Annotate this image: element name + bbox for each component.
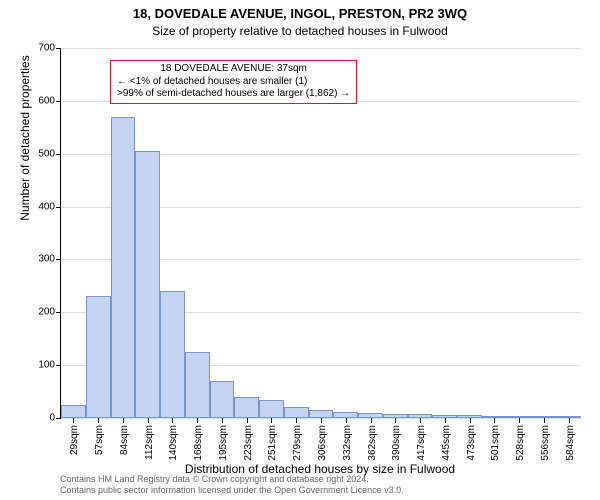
x-tick-label: 251sqm xyxy=(267,425,278,461)
x-tick-mark xyxy=(172,418,173,423)
y-tick-mark xyxy=(56,418,61,419)
x-tick-mark xyxy=(494,418,495,423)
y-tick-label: 700 xyxy=(19,43,55,54)
x-tick-mark xyxy=(544,418,545,423)
y-tick-label: 500 xyxy=(19,148,55,159)
x-tick-mark xyxy=(123,418,124,423)
annotation-line: ← <1% of detached houses are smaller (1) xyxy=(117,76,350,89)
footer-line: Contains public sector information licen… xyxy=(60,485,404,496)
x-tick-label: 528sqm xyxy=(515,425,526,461)
x-tick-label: 112sqm xyxy=(144,425,155,460)
x-tick-label: 279sqm xyxy=(292,425,303,461)
plot-area: 010020030040050060070029sqm57sqm84sqm112… xyxy=(60,48,581,419)
x-tick-label: 332sqm xyxy=(342,425,353,461)
x-tick-label: 501sqm xyxy=(490,425,501,461)
x-tick-label: 584sqm xyxy=(565,425,576,461)
histogram-bar xyxy=(234,397,259,418)
histogram-bar xyxy=(160,291,185,418)
x-tick-mark xyxy=(470,418,471,423)
x-tick-label: 168sqm xyxy=(193,425,204,461)
x-tick-mark xyxy=(420,418,421,423)
x-tick-mark xyxy=(271,418,272,423)
x-tick-mark xyxy=(98,418,99,423)
x-tick-mark xyxy=(346,418,347,423)
x-tick-mark xyxy=(445,418,446,423)
histogram-bar xyxy=(185,352,210,418)
y-tick-label: 300 xyxy=(19,254,55,265)
x-tick-mark xyxy=(569,418,570,423)
x-tick-label: 57sqm xyxy=(94,425,105,455)
x-tick-label: 445sqm xyxy=(441,425,452,461)
x-tick-label: 29sqm xyxy=(69,425,80,455)
x-tick-label: 140sqm xyxy=(168,425,179,461)
histogram-bar xyxy=(86,296,111,418)
footer-line: Contains HM Land Registry data © Crown c… xyxy=(60,474,404,485)
histogram-bar xyxy=(309,410,334,418)
y-tick-mark xyxy=(56,259,61,260)
x-tick-label: 84sqm xyxy=(119,425,130,455)
histogram-bar xyxy=(61,405,86,418)
x-tick-mark xyxy=(321,418,322,423)
x-tick-mark xyxy=(371,418,372,423)
x-tick-mark xyxy=(519,418,520,423)
x-tick-label: 362sqm xyxy=(367,425,378,461)
y-tick-label: 400 xyxy=(19,201,55,212)
y-tick-mark xyxy=(56,154,61,155)
x-tick-label: 417sqm xyxy=(416,425,427,461)
histogram-bar xyxy=(111,117,136,418)
y-tick-mark xyxy=(56,207,61,208)
x-tick-mark xyxy=(197,418,198,423)
annotation-box: 18 DOVEDALE AVENUE: 37sqm← <1% of detach… xyxy=(110,60,357,104)
y-tick-mark xyxy=(56,365,61,366)
x-tick-mark xyxy=(73,418,74,423)
x-tick-mark xyxy=(247,418,248,423)
histogram-bar xyxy=(284,407,309,418)
y-tick-label: 200 xyxy=(19,307,55,318)
x-tick-label: 223sqm xyxy=(243,425,254,461)
grid-line xyxy=(61,48,581,49)
x-tick-label: 306sqm xyxy=(317,425,328,461)
y-tick-mark xyxy=(56,48,61,49)
x-tick-label: 556sqm xyxy=(540,425,551,461)
y-tick-mark xyxy=(56,101,61,102)
x-tick-mark xyxy=(222,418,223,423)
chart-title-address: 18, DOVEDALE AVENUE, INGOL, PRESTON, PR2… xyxy=(0,6,600,21)
y-tick-label: 0 xyxy=(19,413,55,424)
histogram-bar xyxy=(135,151,160,418)
annotation-line: >99% of semi-detached houses are larger … xyxy=(117,88,350,101)
y-tick-mark xyxy=(56,312,61,313)
y-tick-label: 600 xyxy=(19,95,55,106)
x-tick-label: 473sqm xyxy=(466,425,477,461)
x-tick-mark xyxy=(296,418,297,423)
x-tick-mark xyxy=(395,418,396,423)
histogram-bar xyxy=(259,400,284,419)
chart-subtitle: Size of property relative to detached ho… xyxy=(0,24,600,38)
y-tick-label: 100 xyxy=(19,360,55,371)
x-tick-label: 390sqm xyxy=(391,425,402,461)
property-size-chart: 18, DOVEDALE AVENUE, INGOL, PRESTON, PR2… xyxy=(0,0,600,500)
annotation-line: 18 DOVEDALE AVENUE: 37sqm xyxy=(117,63,350,76)
footer-attribution: Contains HM Land Registry data © Crown c… xyxy=(60,474,404,496)
x-tick-mark xyxy=(148,418,149,423)
histogram-bar xyxy=(210,381,235,418)
x-tick-label: 195sqm xyxy=(218,425,229,461)
